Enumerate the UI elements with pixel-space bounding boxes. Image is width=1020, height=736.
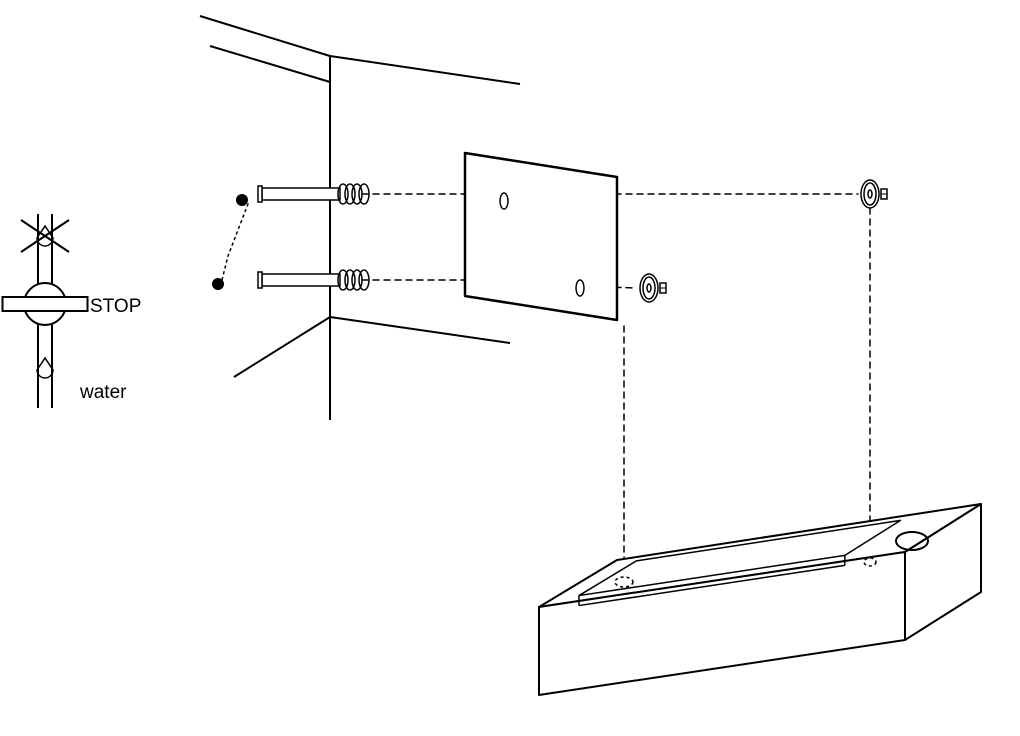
hole-spacing-guide [222,204,248,280]
mounting-plate [465,153,617,320]
stop-valve-icon [3,214,88,408]
water-label: water [79,382,127,403]
basin [539,504,981,695]
wall-bolt [212,270,369,290]
stop-label: STOP [90,296,141,317]
washer-nut [640,274,666,302]
wall-bolt [236,184,369,206]
washer-nut [861,180,887,208]
installation-diagram: STOP water [0,0,1020,736]
